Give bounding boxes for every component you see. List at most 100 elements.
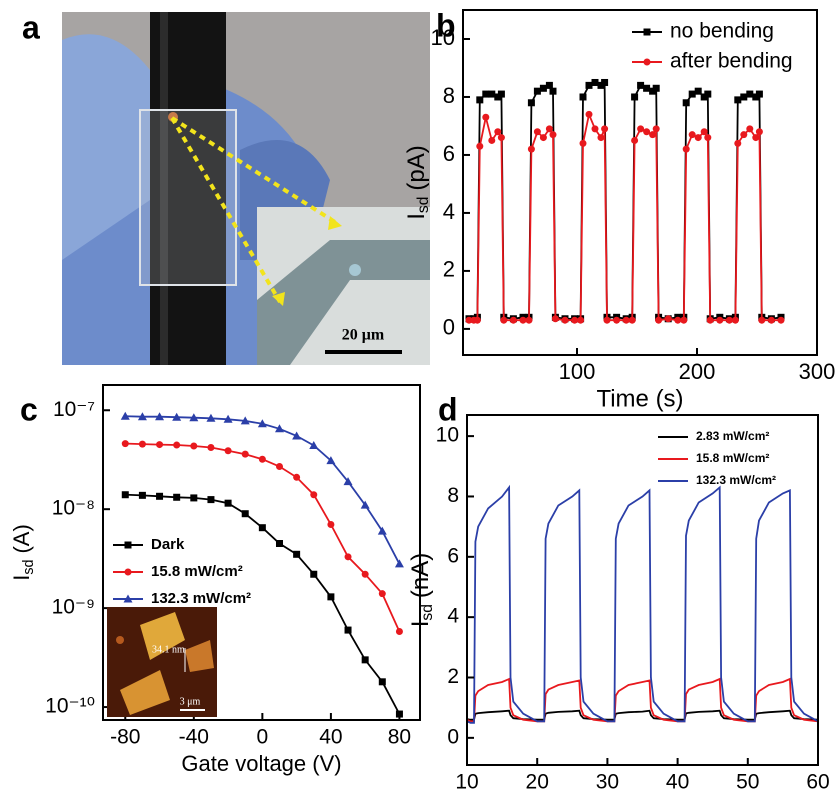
marker [361,570,369,578]
marker [731,316,739,324]
plot-frame [462,9,818,356]
marker [476,142,484,150]
marker [591,78,599,86]
marker [327,593,335,601]
y-tick-label: 4 [447,605,459,628]
marker [377,526,387,535]
y-axis-label: Isd (pA) [403,145,432,220]
marker [494,93,502,101]
marker [704,134,712,142]
marker [704,90,712,98]
marker [190,442,198,450]
x-tick-label: -40 [179,726,209,749]
y-axis-label-sub: sd [419,604,436,620]
legend-label: 132.3 mW/cm² [696,473,776,487]
marker [577,316,585,324]
photo: 20 μm [62,12,430,365]
marker [643,84,651,92]
marker [488,90,496,98]
marker [601,125,609,133]
marker [206,413,216,422]
marker [758,316,766,324]
marker [207,496,215,504]
y-axis-label: Isd (nA) [407,553,436,628]
marker [124,568,132,576]
marker [622,316,630,324]
marker [706,316,714,324]
series-line [466,484,819,724]
marker [631,93,639,101]
y-tick-label: 10⁻⁹ [52,596,95,619]
chart: 1020304050600246810Time (s)Isd(nA)2.83 m… [407,414,830,794]
marker [223,414,233,423]
marker [310,570,318,578]
marker [643,128,651,136]
y-tick-label: 6 [447,544,459,567]
y-axis-label-main: I [9,575,34,581]
marker [488,136,496,144]
marker [361,656,369,664]
marker [497,134,505,142]
legend-label: 15.8 mW/cm² [696,451,769,465]
afm-inset: 34.1 nm 3 μm [107,607,217,717]
marker [274,424,284,433]
marker [190,494,198,502]
y-tick-label: 10⁻⁸ [52,497,95,520]
marker [465,316,473,324]
y-tick-label: 6 [443,141,455,166]
marker [173,493,181,501]
marker [310,491,318,499]
legend-label: 2.83 mW/cm² [696,429,769,443]
marker [258,524,266,532]
marker [120,411,130,420]
marker [579,93,587,101]
marker [482,113,490,121]
marker [740,131,748,139]
x-tick-label: 20 [526,771,549,794]
marker [551,315,559,323]
marker [473,316,481,324]
y-axis-label-sub: sd [21,560,37,575]
marker [275,463,283,471]
marker [680,316,688,324]
marker [394,559,404,568]
x-tick-label: 0 [257,726,269,749]
marker [571,316,579,324]
y-axis-label-main: I [407,621,434,628]
marker [628,316,636,324]
marker [327,521,335,529]
marker [533,87,541,95]
marker [549,131,557,139]
marker [643,28,651,36]
marker [292,431,302,440]
marker [155,412,165,421]
marker [725,316,733,324]
marker [752,93,760,101]
marker [545,125,553,133]
marker [613,316,621,324]
marker [173,441,181,449]
x-tick-label: 40 [319,726,342,749]
marker [674,316,682,324]
marker [688,90,696,98]
marker [539,134,547,142]
marker [597,134,605,142]
marker [360,500,370,509]
x-tick-label: 200 [679,359,716,384]
marker [755,128,763,136]
marker [664,315,672,323]
x-tick-label: 80 [388,726,411,749]
y-axis-label-unit: (nA) [407,553,434,598]
marker [527,99,535,107]
marker [545,81,553,89]
marker [275,540,283,548]
marker [509,316,517,324]
marker [497,90,505,98]
marker [207,444,215,452]
marker [716,316,724,324]
marker [156,492,164,500]
x-tick-label: 100 [559,359,596,384]
marker [549,87,557,95]
marker [378,590,386,598]
marker [344,553,352,561]
